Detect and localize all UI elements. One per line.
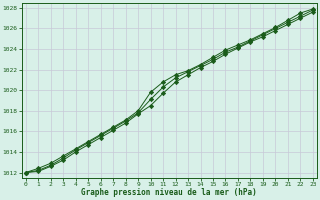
X-axis label: Graphe pression niveau de la mer (hPa): Graphe pression niveau de la mer (hPa) — [81, 188, 257, 197]
